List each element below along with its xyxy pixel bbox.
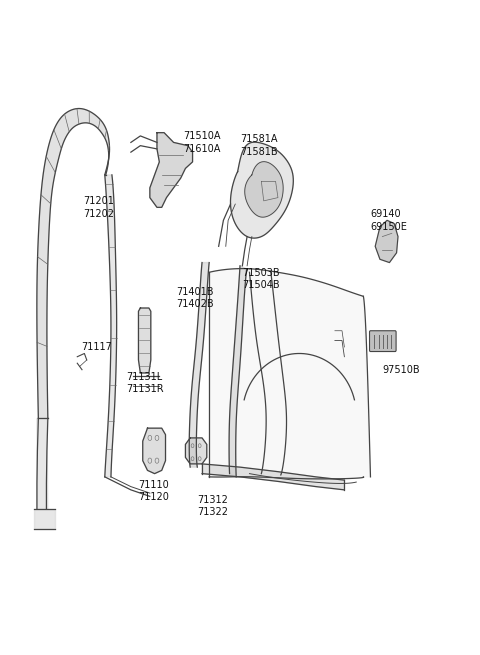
Polygon shape [185,438,207,464]
Text: 71110
71120: 71110 71120 [138,480,169,502]
Text: 71117: 71117 [81,342,112,352]
Text: 71581A
71581B: 71581A 71581B [240,134,277,157]
Polygon shape [229,266,247,477]
Polygon shape [245,162,283,217]
Text: 71312
71322: 71312 71322 [197,495,228,517]
Text: 97510B: 97510B [383,365,420,375]
Polygon shape [150,133,192,208]
Polygon shape [37,419,48,510]
Polygon shape [105,175,117,477]
Polygon shape [143,428,166,474]
Text: 69140
69150E: 69140 69150E [371,209,408,231]
Polygon shape [37,109,109,419]
Text: 71201
71202: 71201 71202 [84,196,114,219]
Polygon shape [34,510,55,529]
Polygon shape [202,464,344,490]
Polygon shape [138,308,151,373]
Polygon shape [375,220,398,263]
Text: 71131L
71131R: 71131L 71131R [126,371,164,394]
Polygon shape [230,142,293,238]
Text: 71401B
71402B: 71401B 71402B [176,287,214,309]
Polygon shape [189,263,209,467]
Text: 71503B
71504B: 71503B 71504B [242,268,280,290]
Text: 71510A
71610A: 71510A 71610A [183,131,221,154]
Polygon shape [209,269,371,479]
FancyBboxPatch shape [370,331,396,352]
